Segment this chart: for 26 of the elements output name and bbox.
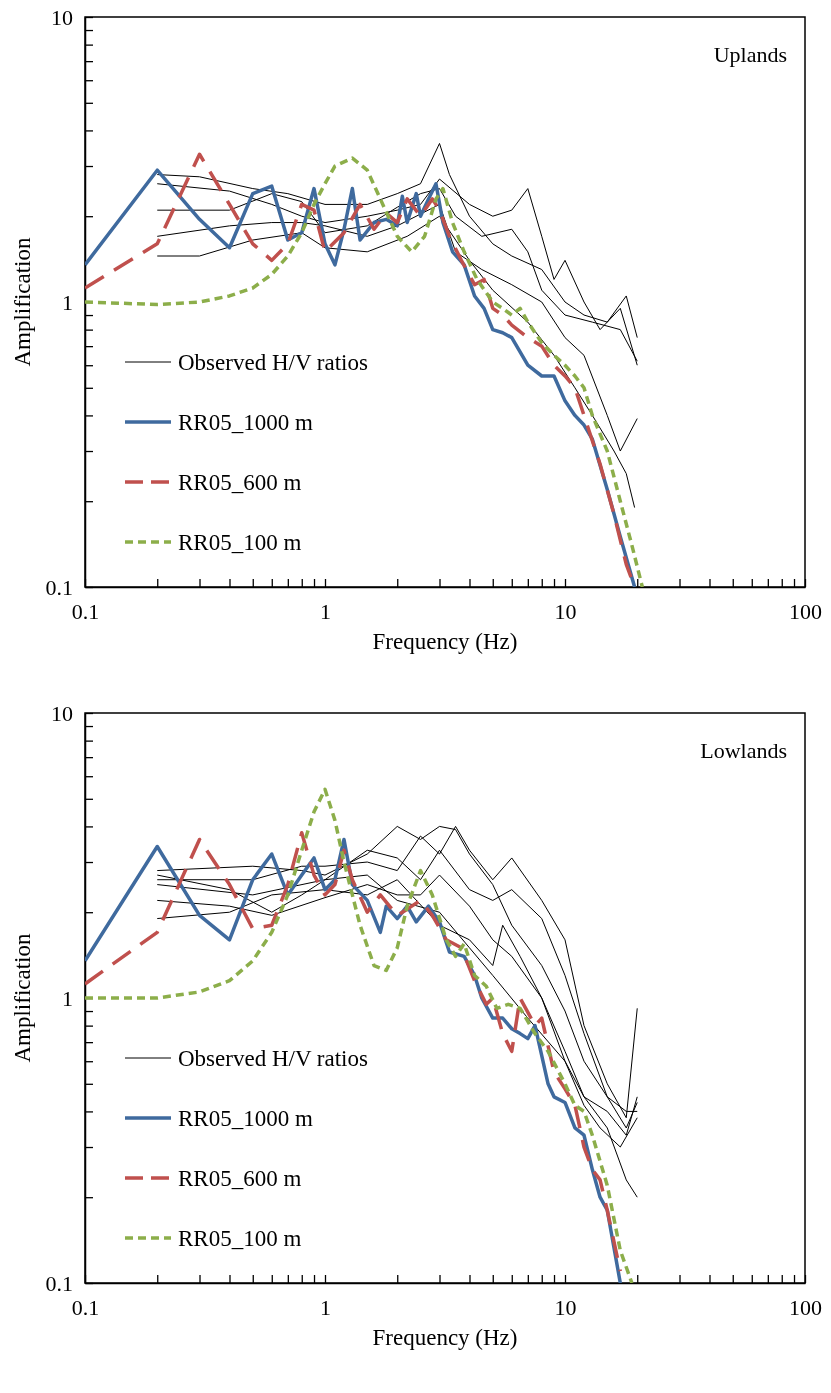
x-tick-label: 100	[789, 1294, 822, 1320]
y-axis-title: Amplification	[10, 236, 35, 367]
x-tick-label: 10	[554, 598, 577, 624]
y-axis-title: Amplification	[10, 932, 35, 1063]
legend-label: RR05_1000 m	[178, 1106, 313, 1131]
y-tick-label: 1	[62, 289, 73, 315]
x-axis-title: Frequency (Hz)	[372, 1325, 518, 1350]
y-tick-label: 1	[62, 985, 73, 1011]
legend-label: RR05_100 m	[178, 530, 302, 555]
x-tick-label: 1	[320, 1294, 331, 1320]
y-tick-label: 0.1	[45, 574, 73, 600]
legend-label: RR05_600 m	[178, 1166, 302, 1191]
x-axis-title: Frequency (Hz)	[372, 629, 518, 654]
x-tick-label: 100	[789, 598, 822, 624]
y-tick-label: 10	[51, 700, 73, 726]
legend-label: RR05_1000 m	[178, 410, 313, 435]
y-tick-label: 0.1	[45, 1270, 73, 1296]
legend-label: RR05_100 m	[178, 1226, 302, 1251]
legend-label: Observed H/V ratios	[178, 1046, 368, 1071]
x-tick-label: 10	[554, 1294, 577, 1320]
legend-label: RR05_600 m	[178, 470, 302, 495]
legend-label: Observed H/V ratios	[178, 350, 368, 375]
annotation: Uplands	[713, 42, 787, 67]
annotation: Lowlands	[700, 738, 787, 763]
x-tick-label: 1	[320, 598, 331, 624]
y-tick-label: 10	[51, 4, 73, 30]
